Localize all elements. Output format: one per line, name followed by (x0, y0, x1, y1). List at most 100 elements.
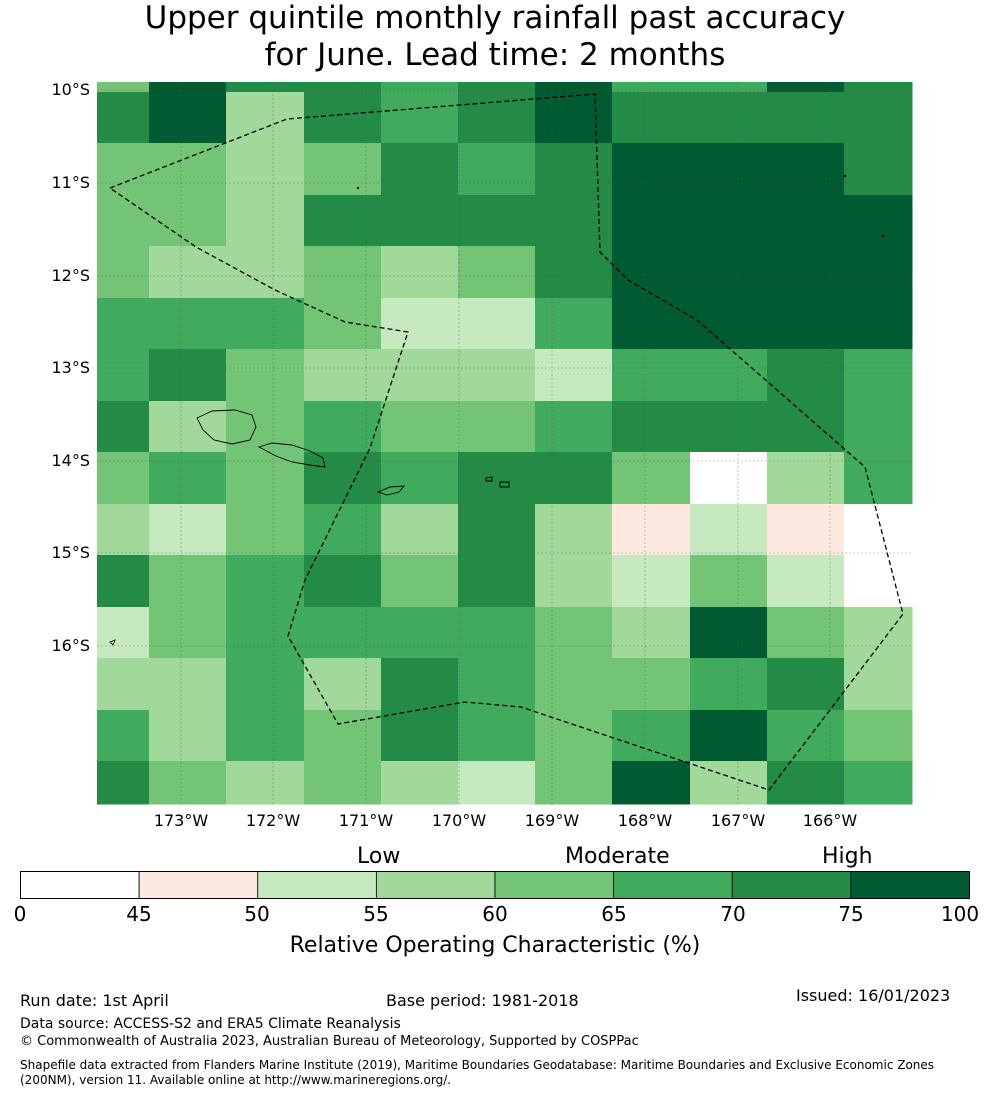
map-title-line-2: for June. Lead time: 2 months (264, 37, 726, 73)
grid-cell (690, 401, 768, 453)
grid-cell (458, 349, 536, 402)
grid-cell (612, 658, 691, 711)
grid-cell (612, 195, 691, 247)
grid-cell (149, 195, 227, 247)
grid-cell (767, 607, 845, 659)
grid-cell (767, 710, 845, 762)
grid-cell (226, 195, 305, 247)
grid-cell (612, 298, 691, 350)
grid-cell (381, 82, 459, 93)
grid-cell (612, 401, 691, 453)
grid-cell (844, 555, 913, 608)
colorbar-tick-65: 65 (601, 902, 627, 926)
grid-cell (97, 246, 150, 299)
lon-label-169w: 169°W (524, 811, 580, 830)
colorbar-segment (731, 871, 852, 899)
grid-cell (149, 607, 227, 659)
lon-label-172w: 172°W (245, 811, 301, 830)
grid-cell (97, 710, 150, 762)
ofu-olosega-island (485, 476, 493, 482)
grid-cell (304, 246, 382, 299)
grid-cell (767, 195, 845, 247)
grid-cell (458, 452, 536, 505)
grid-cell (149, 710, 227, 762)
grid-cell (304, 143, 382, 196)
grid-cell (97, 401, 150, 453)
grid-cell (535, 607, 613, 659)
grid-cell (97, 452, 150, 505)
grid-cell (97, 82, 150, 93)
grid-cell (149, 349, 227, 402)
grid-cell (458, 246, 536, 299)
grid-cell (612, 92, 691, 144)
grid-cell (458, 555, 536, 608)
grid-cell (458, 761, 536, 805)
grid-cell (381, 710, 459, 762)
lon-label-171w: 171°W (338, 811, 394, 830)
colorbar-frame (20, 871, 970, 899)
lon-label-170w: 170°W (431, 811, 487, 830)
colorbar-segment (138, 871, 259, 899)
grid-cell (226, 452, 305, 505)
lon-label-166w: 166°W (802, 811, 858, 830)
grid-cell (535, 401, 613, 453)
lat-label-15s: 15°S (51, 543, 90, 562)
grid-cell (304, 82, 382, 93)
grid-cell (304, 761, 382, 805)
run-date: Run date: 1st April (20, 991, 169, 1010)
grid-cell (381, 504, 459, 556)
grid-cell (690, 195, 768, 247)
grid-cell (690, 349, 768, 402)
grid-cell (226, 92, 305, 144)
colorbar-tick-60: 60 (482, 902, 508, 926)
colorbar (20, 871, 970, 899)
grid-cell (381, 349, 459, 402)
grid-cell (226, 504, 305, 556)
grid-cell (97, 555, 150, 608)
lat-label-16s: 16°S (51, 636, 90, 655)
lat-label-14s: 14°S (51, 451, 90, 470)
grid-cell (226, 298, 305, 350)
grid-cell (149, 246, 227, 299)
grid-cell (844, 710, 913, 762)
grid-cell (226, 658, 305, 711)
grid-cell (381, 607, 459, 659)
grid-cell (458, 710, 536, 762)
colorbar-segments (20, 871, 970, 899)
data-source: Data source: ACCESS-S2 and ERA5 Climate … (20, 1016, 401, 1032)
grid-cell (226, 82, 305, 93)
grid-cell (844, 82, 913, 93)
colorbar-segment (257, 871, 377, 899)
grid-cell (97, 658, 150, 711)
grid-cell (149, 298, 227, 350)
grid-cell (304, 504, 382, 556)
grid-cell (844, 452, 913, 505)
colorbar-segment (375, 871, 496, 899)
grid-cell (612, 710, 691, 762)
grid-cell (767, 504, 845, 556)
grid-cell (690, 555, 768, 608)
grid-cell (304, 607, 382, 659)
grid-cell (612, 504, 691, 556)
grid-cell (97, 92, 150, 144)
grid-cell (535, 298, 613, 350)
grid-cell (381, 298, 459, 350)
grid-cell (458, 504, 536, 556)
tutuila-island (376, 485, 406, 496)
grid-cell (381, 452, 459, 505)
grid-cell (690, 246, 768, 299)
grid-cell (381, 401, 459, 453)
grid-cell (844, 658, 913, 711)
grid-cell (458, 298, 536, 350)
grid-cell (458, 82, 536, 93)
lat-label-12s: 12°S (51, 266, 90, 285)
grid-cell (458, 401, 536, 453)
legend-category-high: High (822, 844, 873, 869)
grid-cell (535, 82, 613, 93)
grid-cell (226, 401, 305, 453)
grid-cell (458, 658, 536, 711)
issued-date: Issued: 16/01/2023 (796, 986, 951, 1005)
grid-cell (97, 195, 150, 247)
grid-cell (844, 246, 913, 299)
grid-cell (381, 555, 459, 608)
